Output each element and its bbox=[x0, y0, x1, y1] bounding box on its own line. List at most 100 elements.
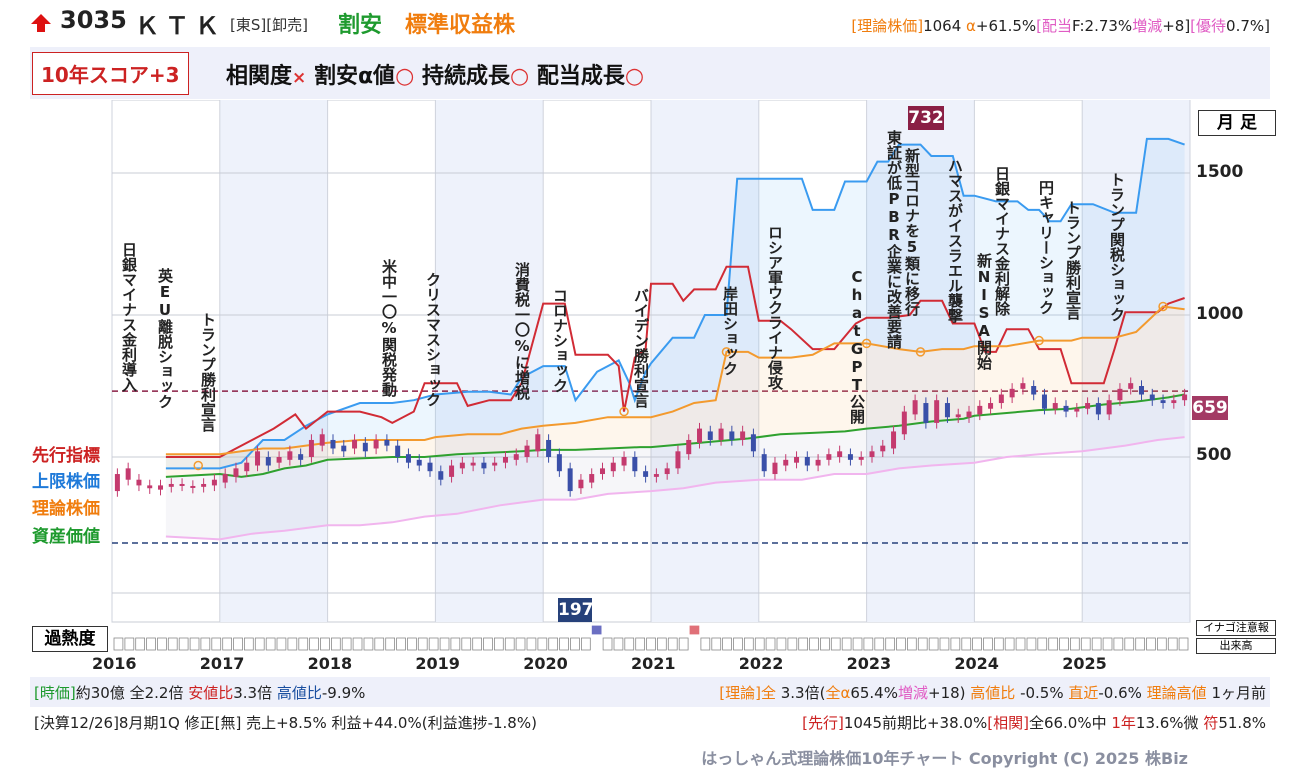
candle-97 bbox=[1160, 400, 1166, 404]
market-cap-part-1: 約30億 bbox=[75, 684, 130, 702]
event-label-18: トランプ関税ショック bbox=[1108, 172, 1126, 322]
overheat-cell-36 bbox=[504, 637, 515, 651]
leading-indicator-line bbox=[165, 265, 1185, 458]
overheat-cell-43 bbox=[581, 637, 591, 651]
theory-marker-1 bbox=[619, 406, 629, 417]
score-item-2: 持続成長 bbox=[421, 64, 510, 89]
score-item-1: 割安α値 bbox=[313, 64, 396, 89]
overheat-cell-96 bbox=[1157, 637, 1167, 651]
candle-39 bbox=[535, 434, 541, 452]
upper-band-area bbox=[165, 138, 1185, 469]
theory-stats: [理論]全 3.3倍(全α65.4%増減+18) 高値比 -0.5% 直近-0.… bbox=[719, 682, 1266, 703]
overheat-cell-32 bbox=[461, 637, 472, 651]
candle-56 bbox=[718, 428, 724, 440]
overheat-cell-69 bbox=[863, 637, 874, 651]
year-label-2017: 2017 bbox=[199, 654, 245, 673]
overheat-cell-15 bbox=[276, 637, 287, 651]
candle-13 bbox=[255, 451, 261, 466]
overheat-cell-57 bbox=[733, 637, 743, 651]
year-label-2020: 2020 bbox=[523, 654, 568, 673]
candle-76 bbox=[934, 400, 940, 423]
candle-96 bbox=[1149, 394, 1155, 401]
overheat-cell-70 bbox=[874, 637, 885, 651]
y-tick-1500: 1500 bbox=[1196, 162, 1244, 182]
candle-95 bbox=[1138, 386, 1144, 395]
event-label-9: ロシア軍ウクライナ侵攻 bbox=[766, 225, 784, 390]
year-label-2016: 2016 bbox=[92, 654, 137, 673]
header: 3035 ＫＴＫ [東S][卸売] 割安 標準収益株 [理論株価]1064 α+… bbox=[0, 0, 1300, 44]
candle-94 bbox=[1128, 383, 1134, 389]
candle-85 bbox=[1031, 386, 1037, 395]
overheat-cell-19 bbox=[320, 637, 330, 651]
overheat-cell-65 bbox=[820, 637, 830, 651]
event-label-7: バイデン勝利宣言 bbox=[632, 288, 650, 408]
overheat-cell-21 bbox=[341, 637, 352, 651]
leading-stats-part-2: [相関] bbox=[987, 714, 1029, 732]
overheat-cell-3 bbox=[146, 637, 156, 651]
overheat-cell-89 bbox=[1080, 637, 1091, 651]
overheat-cell-48 bbox=[635, 637, 646, 651]
year-band-2019 bbox=[435, 100, 544, 622]
leading-indicator-stats: [先行]1045前期比+38.0%[相関]全66.0%中 1年13.6%微 符5… bbox=[802, 712, 1266, 733]
candle-34 bbox=[481, 462, 487, 469]
overheat-cell-12 bbox=[243, 637, 254, 651]
year-band-2025 bbox=[1082, 100, 1190, 622]
theory-stats-part-12: 1ヶ月前 bbox=[1206, 684, 1266, 702]
year-label-2025: 2025 bbox=[1062, 654, 1107, 673]
candle-20 bbox=[330, 439, 336, 449]
candle-18 bbox=[308, 439, 314, 457]
candle-46 bbox=[610, 462, 616, 472]
candle-75 bbox=[923, 403, 929, 423]
market-cap-summary: [時価]約30億 全2.2倍 安値比3.3倍 高値比-9.9% bbox=[34, 682, 365, 703]
overheat-cell-28 bbox=[417, 637, 428, 651]
overheat-cell-64 bbox=[809, 637, 819, 651]
theory-stats-part-3: 全α bbox=[825, 684, 851, 702]
overheat-cell-5 bbox=[167, 637, 178, 651]
overheat-cell-11 bbox=[233, 637, 243, 651]
inago-warning-toggle[interactable]: イナゴ注意報 bbox=[1196, 620, 1276, 636]
overheat-cell-27 bbox=[407, 637, 417, 651]
score-item-0: 相関度 bbox=[226, 64, 293, 89]
volume-toggle[interactable]: 出来高 bbox=[1196, 638, 1276, 654]
candle-63 bbox=[794, 457, 800, 463]
overheat-cell-63 bbox=[798, 637, 809, 651]
score-mark-1: ○ bbox=[395, 64, 415, 89]
candle-71 bbox=[880, 445, 886, 452]
low-price-badge: 197 bbox=[558, 598, 594, 622]
candle-73 bbox=[901, 411, 907, 435]
market-cap-part-3: 2.2倍 bbox=[144, 684, 189, 702]
market-cap-part-6: 高値比 bbox=[276, 684, 322, 702]
overheat-cell-86 bbox=[1048, 637, 1058, 651]
overheat-cell-16 bbox=[287, 637, 298, 651]
overheat-cell-34 bbox=[483, 637, 493, 651]
leading-stats-part-7: 51.8% bbox=[1218, 714, 1266, 732]
overheat-cell-22 bbox=[352, 637, 363, 651]
theory-summary-part-3: +61.5% bbox=[975, 17, 1037, 35]
candle-98 bbox=[1171, 400, 1177, 404]
overheat-cell-94 bbox=[1135, 637, 1145, 651]
overheat-cell-26 bbox=[396, 637, 406, 651]
event-label-2: トランプ勝利宣言 bbox=[199, 312, 217, 432]
candle-36 bbox=[502, 457, 508, 463]
market-cap-part-2: 全 bbox=[129, 684, 145, 702]
candle-55 bbox=[707, 431, 713, 440]
candle-41 bbox=[556, 454, 562, 472]
candle-64 bbox=[804, 457, 810, 466]
overheat-cell-74 bbox=[917, 637, 928, 651]
overheat-cell-35 bbox=[493, 637, 504, 651]
candle-92 bbox=[1106, 400, 1112, 415]
candle-66 bbox=[826, 454, 832, 460]
score-mark-0: × bbox=[292, 68, 307, 88]
year-label-2022: 2022 bbox=[738, 654, 784, 673]
candle-86 bbox=[1041, 394, 1047, 409]
candle-49 bbox=[643, 471, 649, 477]
overheat-cell-80 bbox=[983, 637, 993, 651]
overheat-cell-9 bbox=[211, 637, 222, 651]
up-arrow-icon bbox=[31, 14, 51, 32]
candle-59 bbox=[750, 434, 756, 452]
event-label-14: 日銀マイナス金利解除 bbox=[993, 166, 1011, 316]
theory-marker-5 bbox=[1034, 335, 1044, 346]
monthly-toggle[interactable]: 月 足 bbox=[1198, 110, 1276, 136]
score-mark-2: ○ bbox=[509, 64, 530, 89]
theory-summary-part-1: 1064 bbox=[923, 17, 967, 35]
